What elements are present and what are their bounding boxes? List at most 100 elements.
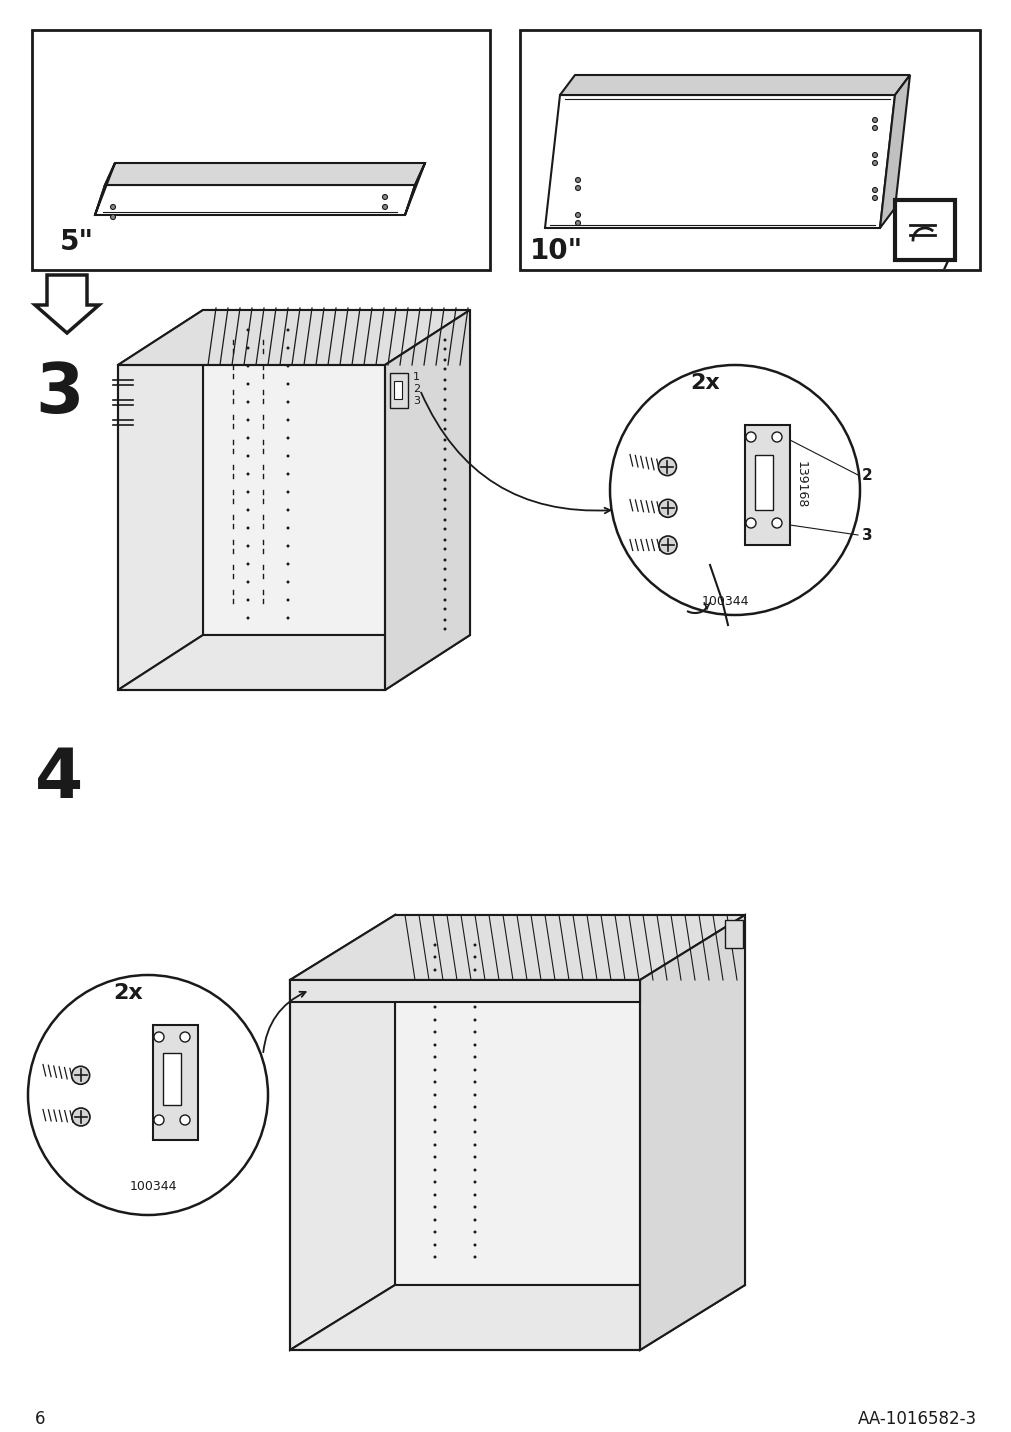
- Circle shape: [473, 1106, 476, 1108]
- Circle shape: [443, 388, 446, 391]
- Polygon shape: [545, 95, 894, 228]
- Circle shape: [443, 458, 446, 461]
- Polygon shape: [95, 185, 415, 215]
- Circle shape: [443, 587, 446, 590]
- Circle shape: [443, 579, 446, 581]
- Circle shape: [247, 328, 250, 331]
- Circle shape: [443, 338, 446, 341]
- Circle shape: [473, 944, 476, 947]
- Circle shape: [433, 1219, 436, 1221]
- Text: 4: 4: [35, 745, 83, 812]
- Circle shape: [473, 1094, 476, 1097]
- Circle shape: [871, 117, 877, 123]
- Circle shape: [473, 1193, 476, 1197]
- Circle shape: [443, 538, 446, 541]
- Circle shape: [443, 619, 446, 621]
- Circle shape: [473, 1044, 476, 1047]
- Circle shape: [247, 580, 250, 583]
- Polygon shape: [290, 979, 639, 1002]
- Circle shape: [771, 432, 782, 442]
- Circle shape: [443, 607, 446, 610]
- Circle shape: [473, 1230, 476, 1233]
- Circle shape: [473, 1081, 476, 1084]
- Circle shape: [286, 563, 289, 566]
- Circle shape: [871, 188, 877, 192]
- Circle shape: [473, 1031, 476, 1034]
- Bar: [393, 381, 401, 400]
- Circle shape: [443, 378, 446, 381]
- Circle shape: [433, 1193, 436, 1197]
- Circle shape: [433, 1094, 436, 1097]
- Circle shape: [575, 178, 580, 182]
- Circle shape: [433, 1156, 436, 1158]
- Circle shape: [658, 458, 675, 475]
- Polygon shape: [394, 915, 744, 1285]
- Circle shape: [247, 491, 250, 494]
- Polygon shape: [153, 1025, 198, 1140]
- Circle shape: [72, 1067, 90, 1084]
- Text: AA-1016582-3: AA-1016582-3: [857, 1411, 976, 1428]
- Circle shape: [247, 347, 250, 349]
- Circle shape: [443, 398, 446, 401]
- Circle shape: [180, 1032, 190, 1042]
- Circle shape: [433, 1106, 436, 1108]
- Circle shape: [247, 527, 250, 530]
- Text: 1: 1: [412, 372, 420, 382]
- Circle shape: [433, 1018, 436, 1021]
- Polygon shape: [95, 163, 115, 215]
- Circle shape: [575, 221, 580, 225]
- Circle shape: [473, 981, 476, 984]
- Circle shape: [286, 437, 289, 440]
- Circle shape: [433, 955, 436, 958]
- Polygon shape: [203, 309, 469, 634]
- Circle shape: [286, 382, 289, 385]
- Circle shape: [286, 347, 289, 349]
- Circle shape: [575, 186, 580, 190]
- Text: 2: 2: [861, 467, 871, 483]
- Circle shape: [473, 1256, 476, 1259]
- Circle shape: [473, 1068, 476, 1071]
- Polygon shape: [35, 275, 99, 334]
- Circle shape: [286, 473, 289, 475]
- Circle shape: [247, 563, 250, 566]
- Text: 139168: 139168: [795, 461, 807, 508]
- Circle shape: [247, 382, 250, 385]
- Circle shape: [473, 1219, 476, 1221]
- Polygon shape: [105, 163, 425, 185]
- Circle shape: [871, 160, 877, 166]
- Circle shape: [443, 368, 446, 371]
- Bar: [163, 1053, 181, 1106]
- Circle shape: [443, 567, 446, 570]
- Circle shape: [575, 212, 580, 218]
- Circle shape: [433, 1230, 436, 1233]
- Circle shape: [286, 401, 289, 404]
- Circle shape: [433, 1243, 436, 1246]
- Bar: [754, 455, 772, 510]
- Text: 3: 3: [412, 397, 420, 407]
- Circle shape: [72, 1108, 90, 1126]
- Text: 10": 10": [530, 238, 582, 265]
- Circle shape: [871, 126, 877, 130]
- Circle shape: [154, 1032, 164, 1042]
- Circle shape: [443, 487, 446, 491]
- Circle shape: [433, 1169, 436, 1171]
- Circle shape: [247, 544, 250, 547]
- Text: 2x: 2x: [690, 372, 719, 392]
- Circle shape: [382, 205, 387, 209]
- Circle shape: [286, 508, 289, 511]
- Circle shape: [871, 152, 877, 158]
- Circle shape: [443, 358, 446, 361]
- Circle shape: [443, 507, 446, 510]
- Circle shape: [433, 1180, 436, 1183]
- Circle shape: [110, 205, 115, 209]
- Polygon shape: [118, 309, 469, 365]
- Text: 5": 5": [60, 228, 94, 256]
- Circle shape: [180, 1116, 190, 1126]
- Circle shape: [443, 547, 446, 550]
- Circle shape: [443, 348, 446, 351]
- Circle shape: [433, 1206, 436, 1209]
- Text: 7: 7: [939, 258, 949, 272]
- Circle shape: [473, 1156, 476, 1158]
- Circle shape: [433, 944, 436, 947]
- Circle shape: [658, 500, 676, 517]
